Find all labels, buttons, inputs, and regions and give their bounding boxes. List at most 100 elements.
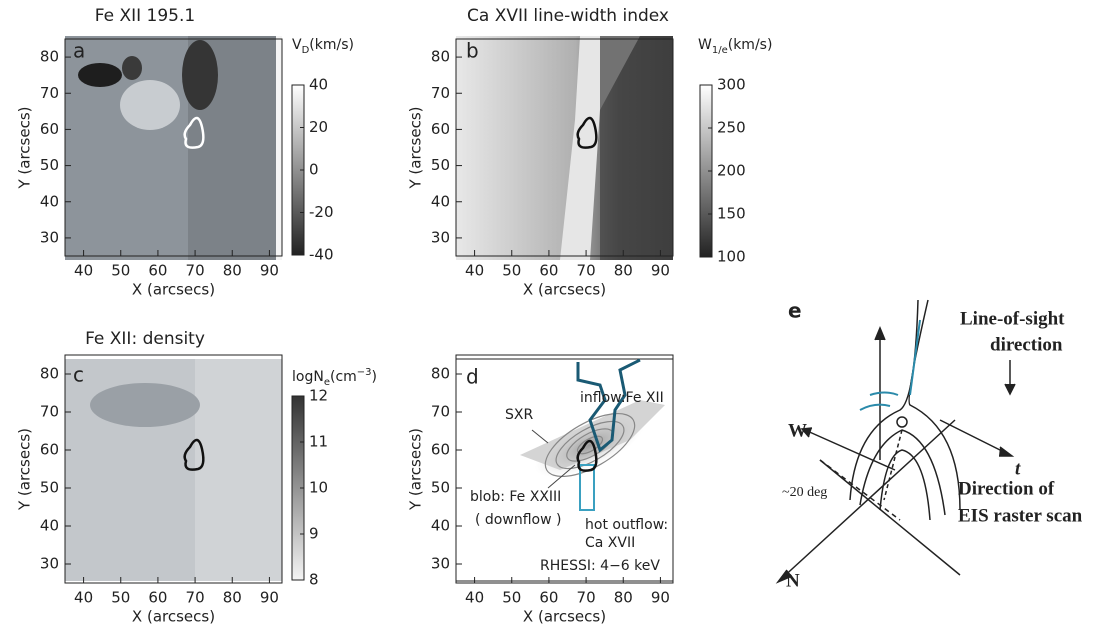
panel-letter: b	[466, 39, 479, 63]
panel-letter: c	[73, 363, 84, 387]
colorbar-label-part: (cm	[330, 369, 357, 385]
diagram-label: t	[1015, 458, 1021, 479]
y-tick-label: 80	[40, 48, 59, 66]
x-axis-label: X (arcsecs)	[132, 281, 215, 299]
diagram-label: EIS raster scan	[958, 505, 1083, 526]
colorbar-tick-label: 9	[309, 525, 319, 543]
colorbar-label-part: 1/e	[712, 45, 728, 56]
annotation: inflow:Fe XII	[580, 390, 664, 406]
x-tick-label: 60	[148, 589, 167, 607]
colorbar-label: VD(km/s)	[292, 37, 354, 56]
colorbar-tick-label: 20	[309, 118, 328, 136]
x-tick-label: 80	[614, 589, 633, 607]
panel-title: Fe XII 195.1	[95, 6, 195, 26]
diagram-label: direction	[990, 334, 1063, 355]
y-tick-label: 40	[40, 517, 59, 535]
x-tick-label: 80	[223, 589, 242, 607]
image-c	[65, 359, 282, 581]
y-tick-label: 70	[431, 403, 450, 421]
colorbar-label-part: W	[698, 37, 712, 53]
colorbar-tick-label: 150	[717, 205, 746, 223]
y-tick-label: 80	[431, 365, 450, 383]
x-tick-label: 40	[465, 589, 484, 607]
x-tick-label: 60	[148, 262, 167, 280]
y-tick-label: 70	[40, 403, 59, 421]
x-tick-label: 50	[502, 589, 521, 607]
y-tick-label: 80	[431, 48, 450, 66]
y-tick-label: 40	[431, 192, 450, 210]
diagram-label: e	[788, 299, 802, 323]
x-tick-label: 60	[539, 589, 558, 607]
y-tick-label: 60	[40, 441, 59, 459]
colorbar-label-part: e	[324, 377, 330, 388]
x-tick-label: 90	[651, 262, 670, 280]
annotation: hot outflow:	[585, 517, 668, 533]
colorbar-tick-label: 11	[309, 433, 328, 451]
panel-title: Ca XVII line-width index	[467, 6, 669, 26]
colorbar-tick-label: 100	[717, 248, 746, 266]
colorbar-label-part: logN	[292, 369, 324, 385]
y-tick-label: 70	[431, 84, 450, 102]
y-axis-label: Y (arcsecs)	[407, 106, 425, 189]
colorbar-tick-label: 40	[309, 76, 328, 94]
colorbar-tick-label: 0	[309, 161, 319, 179]
y-tick-label: 30	[40, 228, 59, 246]
diagram-label: W	[788, 420, 807, 441]
image-a	[65, 36, 282, 260]
y-tick-label: 80	[40, 365, 59, 383]
y-tick-label: 30	[431, 228, 450, 246]
colorbar-label-part: )	[372, 369, 377, 385]
x-tick-label: 70	[577, 589, 596, 607]
diagram-label: N	[786, 570, 800, 591]
diagram-label: ~20 deg	[782, 485, 827, 500]
x-tick-label: 70	[577, 262, 596, 280]
x-tick-label: 40	[74, 262, 93, 280]
x-tick-label: 50	[502, 262, 521, 280]
colorbar-tick-label: 12	[309, 387, 328, 405]
y-axis-label: Y (arcsecs)	[407, 428, 425, 511]
colorbar-tick-label: -40	[309, 246, 334, 264]
y-tick-label: 30	[40, 555, 59, 573]
y-tick-label: 60	[431, 120, 450, 138]
annotation: ( downflow )	[475, 512, 561, 528]
y-tick-label: 50	[431, 156, 450, 174]
x-axis-label: X (arcsecs)	[132, 608, 215, 626]
y-tick-label: 40	[40, 192, 59, 210]
colorbar-label-part: (km/s)	[309, 37, 354, 53]
x-tick-label: 40	[465, 262, 484, 280]
x-tick-label: 90	[651, 589, 670, 607]
annotation: blob: Fe XXIII	[470, 489, 561, 505]
colorbar-label-part: (km/s)	[728, 37, 773, 53]
y-tick-label: 50	[40, 156, 59, 174]
y-axis-label: Y (arcsecs)	[16, 106, 34, 189]
y-tick-label: 70	[40, 84, 59, 102]
x-axis-label: X (arcsecs)	[523, 281, 606, 299]
x-tick-label: 80	[223, 262, 242, 280]
colorbar-tick-label: 10	[309, 479, 328, 497]
y-tick-label: 50	[431, 479, 450, 497]
y-tick-label: 30	[431, 555, 450, 573]
panel-letter: a	[73, 39, 85, 63]
colorbar-label-part: −3	[357, 367, 372, 378]
plot-frame	[64, 354, 283, 584]
y-tick-label: 60	[431, 441, 450, 459]
x-tick-label: 50	[111, 589, 130, 607]
x-tick-label: 70	[186, 262, 205, 280]
colorbar-tick-label: 8	[309, 571, 319, 589]
plot-frame	[455, 354, 674, 584]
colorbar-label-part: V	[292, 37, 302, 53]
colorbar-tick-label: 200	[717, 162, 746, 180]
x-tick-label: 80	[614, 262, 633, 280]
x-tick-label: 90	[260, 589, 279, 607]
x-tick-label: 50	[111, 262, 130, 280]
x-axis-label: X (arcsecs)	[523, 608, 606, 626]
x-tick-label: 60	[539, 262, 558, 280]
colorbar-label: W1/e(km/s)	[698, 37, 772, 56]
colorbar-tick-label: -20	[309, 203, 334, 221]
image-d	[455, 358, 674, 582]
colorbar-tick-label: 250	[717, 119, 746, 137]
diagram-label: Direction of	[958, 478, 1055, 499]
colorbar-label: logNe(cm−3)	[292, 367, 377, 388]
x-tick-label: 90	[260, 262, 279, 280]
